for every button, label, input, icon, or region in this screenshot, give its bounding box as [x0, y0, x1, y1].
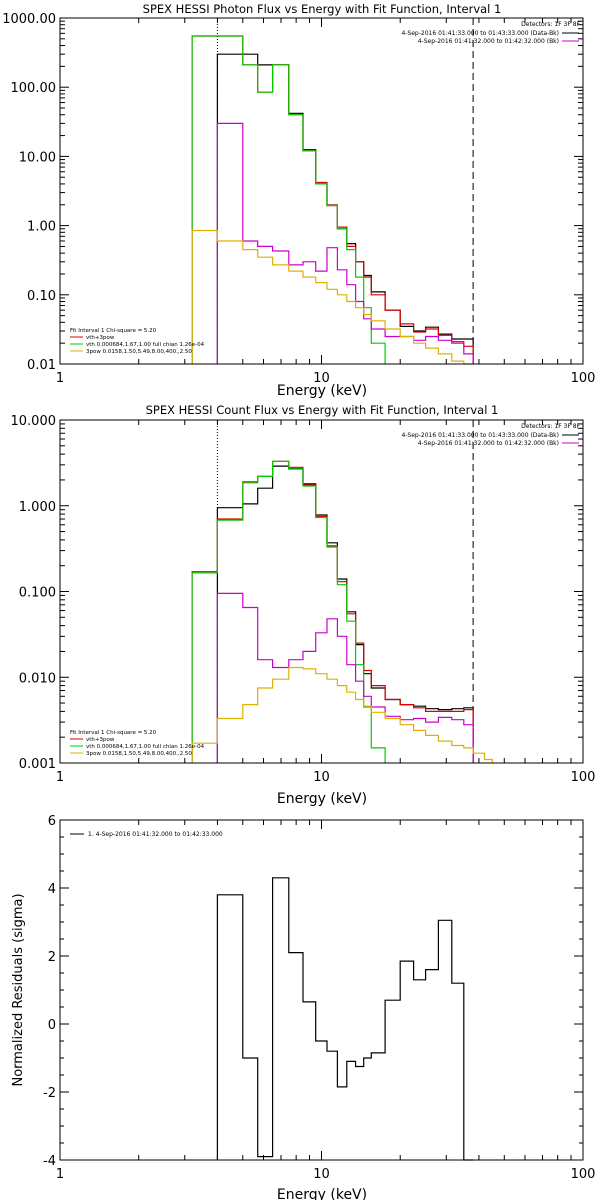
panel-residuals-y-tick-label: -4: [43, 1154, 56, 1169]
panel-residuals-x-tick-labels: 1 10 100: [56, 1167, 596, 1182]
panel-count-flux-legend-header: Detectors: 1F 3F 8F: [521, 423, 580, 430]
panel-count-flux-series: [191, 460, 493, 763]
panel-photon-flux-fit-legend-vth: vth 0.000684,1.67,1.00 full chian 1.26e-…: [86, 342, 205, 348]
panel-count-flux-y-tick-label: 0.001: [19, 757, 56, 772]
panel-residuals-ylabel: Normalized Residuals (sigma): [11, 893, 26, 1086]
panel-photon-flux-x-tick-label: 1: [56, 371, 64, 386]
panel-photon-flux-series-2: [191, 35, 386, 364]
panel-photon-flux-y-tick-label: 1.00: [27, 220, 56, 235]
panel-photon-flux: SPEX HESSI Photon Flux vs Energy with Fi…: [2, 2, 595, 399]
panel-residuals-y-tick-label: -2: [43, 1086, 56, 1101]
panel-residuals-y-tick-label: 4: [48, 882, 56, 897]
panel-count-flux-fit-legend-vth: vth 0.000684,1.67,1.00 full chian 1.26e-…: [86, 744, 205, 750]
panel-count-flux-x-tick-label: 10: [313, 770, 330, 785]
panel-count-flux-fit-legend-chi: Fit Interval 1 Chi-square = 5.20: [70, 730, 157, 736]
panel-count-flux-x-tick-label: 1: [56, 770, 64, 785]
panel-photon-flux-xlabel: Energy (keV): [277, 383, 367, 399]
panel-count-flux-legend-entry-bk: 4-Sep-2016 01:41:32.000 to 01:42:32.000 …: [418, 440, 559, 447]
panel-residuals-y-tick-labels: -4 -2 0 2 4 6: [43, 814, 56, 1169]
panel-photon-flux-fit-legend-total: vth+3pow: [86, 335, 115, 341]
panel-count-flux-title: SPEX HESSI Count Flux vs Energy with Fit…: [146, 403, 499, 417]
panel-count-flux-y-tick-label: 0.100: [19, 586, 56, 601]
panel-count-flux-fit-legend-3pow: 3pow 0.0158,1.50,5.49,8.00,400.,2.50: [86, 751, 192, 757]
panel-residuals-y-tick-label: 0: [48, 1018, 56, 1033]
panel-photon-flux-title: SPEX HESSI Photon Flux vs Energy with Fi…: [143, 2, 502, 16]
panel-photon-flux-series-4: [191, 229, 474, 365]
panel-count-flux-fit-legend-total: vth+3pow: [86, 737, 115, 743]
panel-count-flux-legend-entry-data: 4-Sep-2016 01:41:33.000 to 01:43:33.000 …: [401, 432, 559, 439]
panel-count-flux-frame: [59, 419, 584, 764]
panel-photon-flux-y-tick-label: 10.00: [19, 150, 56, 165]
panel-photon-flux-legend-entry-data: 4-Sep-2016 01:41:33.000 to 01:43:33.000 …: [401, 30, 559, 37]
panel-count-flux-series-3: [216, 592, 474, 763]
panel-count-flux-x-tick-label: 100: [571, 770, 596, 785]
panel-residuals-frame: [59, 819, 584, 1161]
panel-photon-flux-legend: Detectors: 1F 3F 8F 4-Sep-2016 01:41:33.…: [401, 21, 580, 45]
panel-count-flux-x-tick-labels: 1 10 100: [56, 770, 596, 785]
panel-photon-flux-x-tick-labels: 1 10 100: [56, 371, 596, 386]
panel-photon-flux-y-tick-label: 0.10: [27, 289, 56, 304]
panel-photon-flux-x-tick-label: 10: [313, 371, 330, 386]
panel-count-flux: SPEX HESSI Count Flux vs Energy with Fit…: [11, 403, 596, 807]
panel-residuals-xlabel: Energy (keV): [277, 1187, 367, 1200]
panel-count-flux-fit-legend: Fit Interval 1 Chi-square = 5.20 vth+3po…: [70, 730, 205, 757]
panel-residuals-y-tick-label: 6: [48, 814, 56, 829]
panel-photon-flux-y-tick-label: 100.00: [11, 81, 57, 96]
panel-photon-flux-fit-legend-chi: Fit Interval 1 Chi-square = 5.20: [70, 328, 157, 334]
panel-residuals-y-tick-label: 2: [48, 950, 56, 965]
panel-residuals-x-tick-label: 1: [56, 1167, 64, 1182]
panel-residuals-series: [216, 877, 474, 1161]
panel-photon-flux-y-tick-label: 0.01: [27, 358, 56, 373]
panel-residuals-x-tick-label: 100: [571, 1167, 596, 1182]
panel-photon-flux-x-tick-label: 100: [571, 371, 596, 386]
panel-photon-flux-frame: [59, 17, 584, 365]
panel-residuals-legend: 1. 4-Sep-2016 01:41:32.000 to 01:42:33.0…: [70, 831, 223, 838]
panel-photon-flux-y-tick-labels: 0.01 0.10 1.00 10.00 100.00 1000.00: [2, 12, 56, 373]
panel-photon-flux-series: [191, 35, 474, 365]
panel-photon-flux-legend-entry-bk: 4-Sep-2016 01:41:32.000 to 01:42:32.000 …: [418, 38, 559, 45]
panel-photon-flux-fit-legend: Fit Interval 1 Chi-square = 5.20 vth+3po…: [70, 328, 205, 355]
panel-count-flux-legend: Detectors: 1F 3F 8F 4-Sep-2016 01:41:33.…: [401, 423, 580, 447]
panel-photon-flux-legend-header: Detectors: 1F 3F 8F: [521, 21, 580, 28]
panel-photon-flux-series-3: [216, 122, 474, 364]
panel-residuals-series-0: [216, 877, 474, 1161]
panel-residuals-legend-entry: 1. 4-Sep-2016 01:41:32.000 to 01:42:33.0…: [88, 831, 223, 838]
panel-count-flux-y-tick-label: 0.010: [19, 671, 56, 686]
panel-photon-flux-fit-legend-3pow: 3pow 0.0158,1.50,5.49,8.00,400.,2.50: [86, 349, 192, 355]
panel-count-flux-series-4: [191, 666, 493, 763]
panel-residuals-x-tick-label: 10: [313, 1167, 330, 1182]
panel-count-flux-series-2: [191, 460, 386, 763]
panel-count-flux-y-tick-labels: 0.001 0.010 0.100 1.000 10.000: [11, 414, 57, 772]
panel-count-flux-y-tick-label: 10.000: [11, 414, 57, 429]
panel-residuals: 1 10 100 -4 -2 0 2 4 6 Energy (keV) Normalized …: [11, 814, 595, 1200]
panel-residuals-ticks: [59, 819, 583, 1161]
panel-count-flux-y-tick-label: 1.000: [19, 500, 56, 515]
panel-photon-flux-y-tick-label: 1000.00: [2, 12, 56, 27]
panel-count-flux-xlabel: Energy (keV): [277, 791, 367, 807]
